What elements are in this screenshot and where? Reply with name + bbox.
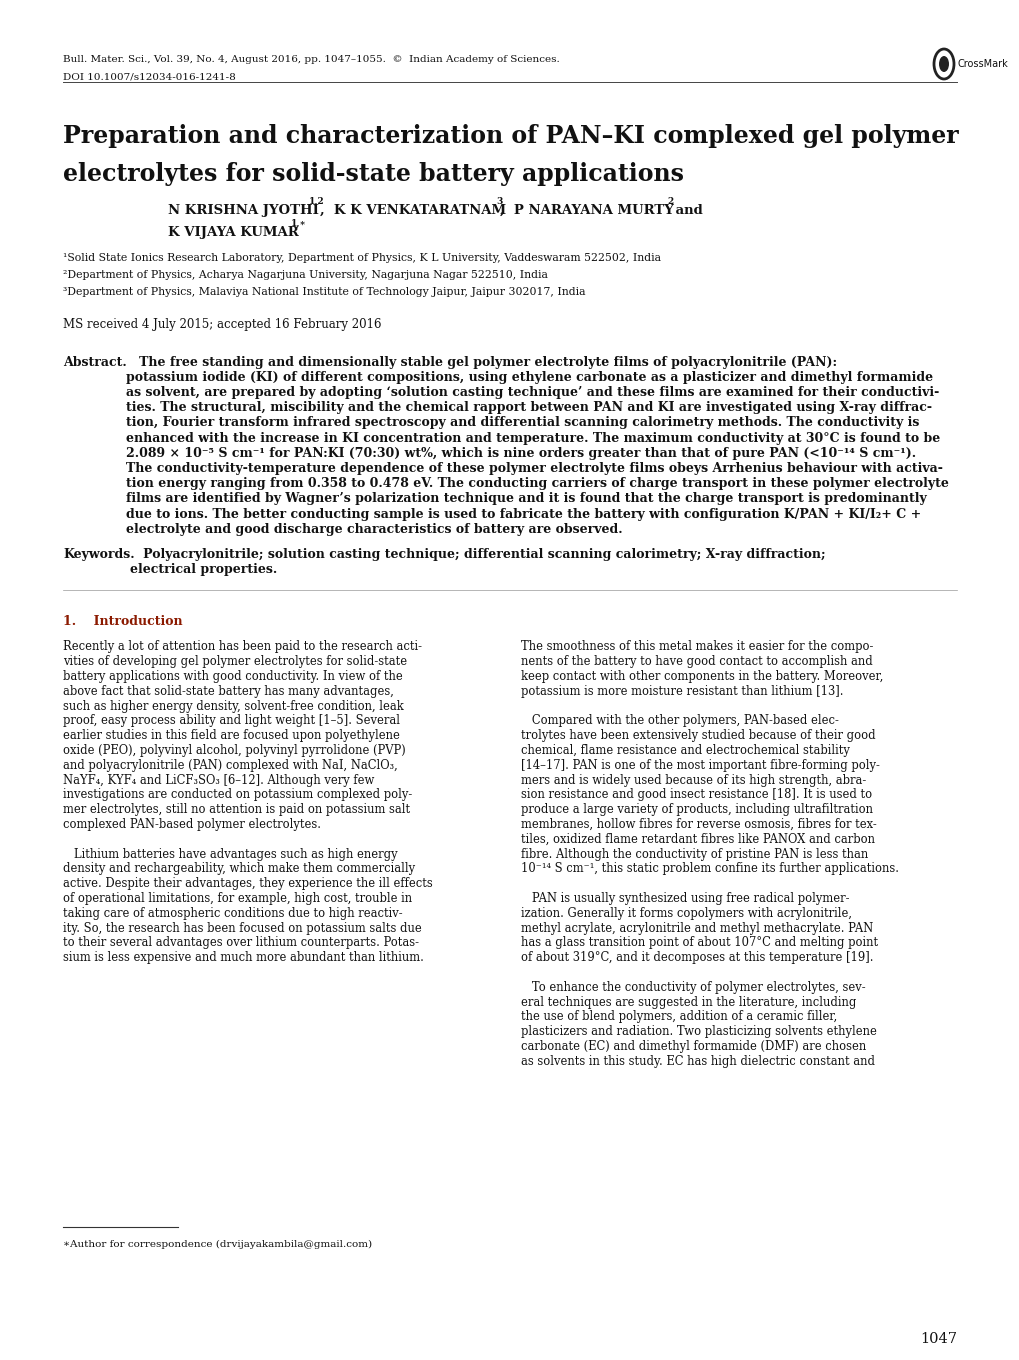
Text: ,  K K VENKATARATNAM: , K K VENKATARATNAM [320,204,505,216]
Text: 3: 3 [495,196,502,205]
Text: and polyacrylonitrile (PAN) complexed with NaI, NaClO₃,: and polyacrylonitrile (PAN) complexed wi… [63,759,397,771]
Text: Abstract.: Abstract. [63,355,126,369]
Text: as solvents in this study. EC has high dielectric constant and: as solvents in this study. EC has high d… [521,1055,874,1068]
Text: 1047: 1047 [919,1331,956,1346]
Text: 1.    Introduction: 1. Introduction [63,615,182,628]
Text: of operational limitations, for example, high cost, trouble in: of operational limitations, for example,… [63,892,412,904]
Text: 10⁻¹⁴ S cm⁻¹, this static problem confine its further applications.: 10⁻¹⁴ S cm⁻¹, this static problem confin… [521,862,898,876]
Text: nents of the battery to have good contact to accomplish and: nents of the battery to have good contac… [521,656,872,668]
Text: 1,2: 1,2 [309,196,324,205]
Text: tion energy ranging from 0.358 to 0.478 eV. The conducting carriers of charge tr: tion energy ranging from 0.358 to 0.478 … [126,477,948,490]
Text: Keywords.: Keywords. [63,548,135,560]
Text: oxide (PEO), polyvinyl alcohol, polyvinyl pyrrolidone (PVP): oxide (PEO), polyvinyl alcohol, polyviny… [63,744,406,758]
Text: ³Department of Physics, Malaviya National Institute of Technology Jaipur, Jaipur: ³Department of Physics, Malaviya Nationa… [63,287,585,296]
Text: eral techniques are suggested in the literature, including: eral techniques are suggested in the lit… [521,996,856,1009]
Text: keep contact with other components in the battery. Moreover,: keep contact with other components in th… [521,670,882,683]
Text: The smoothness of this metal makes it easier for the compo-: The smoothness of this metal makes it ea… [521,641,872,653]
Text: density and rechargeability, which make them commercially: density and rechargeability, which make … [63,862,415,876]
Text: plasticizers and radiation. Two plasticizing solvents ethylene: plasticizers and radiation. Two plastici… [521,1025,876,1038]
Text: The conductivity-temperature dependence of these polymer electrolyte films obeys: The conductivity-temperature dependence … [126,462,942,475]
Text: The free standing and dimensionally stable gel polymer electrolyte films of poly: The free standing and dimensionally stab… [126,355,837,369]
Ellipse shape [933,49,953,79]
Text: 1,∗: 1,∗ [290,219,307,227]
Text: earlier studies in this field are focused upon polyethylene: earlier studies in this field are focuse… [63,729,399,743]
Text: potassium is more moisture resistant than lithium [13].: potassium is more moisture resistant tha… [521,684,843,698]
Text: sium is less expensive and much more abundant than lithium.: sium is less expensive and much more abu… [63,951,424,964]
Text: potassium iodide (KI) of different compositions, using ethylene carbonate as a p: potassium iodide (KI) of different compo… [126,371,932,384]
Text: has a glass transition point of about 107°C and melting point: has a glass transition point of about 10… [521,936,877,949]
Text: methyl acrylate, acrylonitrile and methyl methacrylate. PAN: methyl acrylate, acrylonitrile and methy… [521,922,872,934]
Text: mer electrolytes, still no attention is paid on potassium salt: mer electrolytes, still no attention is … [63,804,410,816]
Text: ,  P NARAYANA MURTY: , P NARAYANA MURTY [499,204,674,216]
Text: Recently a lot of attention has been paid to the research acti-: Recently a lot of attention has been pai… [63,641,422,653]
Text: K VIJAYA KUMAR: K VIJAYA KUMAR [168,226,299,238]
Text: proof, easy process ability and light weight [1–5]. Several: proof, easy process ability and light we… [63,714,399,728]
Text: sion resistance and good insect resistance [18]. It is used to: sion resistance and good insect resistan… [521,789,871,801]
Text: 2.089 × 10⁻⁵ S cm⁻¹ for PAN:KI (70:30) wt%, which is nine orders greater than th: 2.089 × 10⁻⁵ S cm⁻¹ for PAN:KI (70:30) w… [126,446,915,460]
Text: DOI 10.1007/s12034-016-1241-8: DOI 10.1007/s12034-016-1241-8 [63,72,235,82]
Text: produce a large variety of products, including ultrafiltration: produce a large variety of products, inc… [521,804,872,816]
Text: ity. So, the research has been focused on potassium salts due: ity. So, the research has been focused o… [63,922,421,934]
Text: above fact that solid-state battery has many advantages,: above fact that solid-state battery has … [63,684,393,698]
Text: membranes, hollow fibres for reverse osmosis, fibres for tex-: membranes, hollow fibres for reverse osm… [521,817,876,831]
Text: tiles, oxidized flame retardant fibres like PANOX and carbon: tiles, oxidized flame retardant fibres l… [521,832,874,846]
Text: to their several advantages over lithium counterparts. Potas-: to their several advantages over lithium… [63,936,419,949]
Text: chemical, flame resistance and electrochemical stability: chemical, flame resistance and electroch… [521,744,849,758]
Text: such as higher energy density, solvent-free condition, leak: such as higher energy density, solvent-f… [63,699,404,713]
Text: Polyacrylonitrile; solution casting technique; differential scanning calorimetry: Polyacrylonitrile; solution casting tech… [129,548,824,560]
Text: trolytes have been extensively studied because of their good: trolytes have been extensively studied b… [521,729,874,743]
Text: active. Despite their advantages, they experience the ill effects: active. Despite their advantages, they e… [63,877,432,889]
Text: films are identified by Wagner’s polarization technique and it is found that the: films are identified by Wagner’s polariz… [126,492,926,506]
Text: electrolytes for solid-state battery applications: electrolytes for solid-state battery app… [63,162,684,185]
Text: carbonate (EC) and dimethyl formamide (DMF) are chosen: carbonate (EC) and dimethyl formamide (D… [521,1040,865,1053]
Text: 2: 2 [666,196,673,205]
Text: tion, Fourier transform infrared spectroscopy and differential scanning calorime: tion, Fourier transform infrared spectro… [126,416,918,430]
Text: electrical properties.: electrical properties. [129,563,277,577]
Text: ²Department of Physics, Acharya Nagarjuna University, Nagarjuna Nagar 522510, In: ²Department of Physics, Acharya Nagarjun… [63,269,547,280]
Text: PAN is usually synthesized using free radical polymer-: PAN is usually synthesized using free ra… [521,892,849,904]
Text: enhanced with the increase in KI concentration and temperature. The maximum cond: enhanced with the increase in KI concent… [126,431,940,445]
Text: CrossMark: CrossMark [957,58,1008,69]
Text: To enhance the conductivity of polymer electrolytes, sev-: To enhance the conductivity of polymer e… [521,981,865,994]
Text: mers and is widely used because of its high strength, abra-: mers and is widely used because of its h… [521,774,865,786]
Text: and: and [671,204,702,216]
Text: ¹Solid State Ionics Research Laboratory, Department of Physics, K L University, : ¹Solid State Ionics Research Laboratory,… [63,253,660,262]
Text: taking care of atmospheric conditions due to high reactiv-: taking care of atmospheric conditions du… [63,907,403,919]
Text: Lithium batteries have advantages such as high energy: Lithium batteries have advantages such a… [63,847,397,861]
Text: ∗Author for correspondence (drvijayakambila@gmail.com): ∗Author for correspondence (drvijayakamb… [63,1240,372,1248]
Text: Compared with the other polymers, PAN-based elec-: Compared with the other polymers, PAN-ba… [521,714,838,728]
Text: ization. Generally it forms copolymers with acrylonitrile,: ization. Generally it forms copolymers w… [521,907,851,919]
Text: complexed PAN-based polymer electrolytes.: complexed PAN-based polymer electrolytes… [63,817,321,831]
Text: electrolyte and good discharge characteristics of battery are observed.: electrolyte and good discharge character… [126,522,622,536]
Text: ties. The structural, miscibility and the chemical rapport between PAN and KI ar: ties. The structural, miscibility and th… [126,401,931,413]
Text: Preparation and characterization of PAN–KI complexed gel polymer: Preparation and characterization of PAN–… [63,124,958,147]
Text: MS received 4 July 2015; accepted 16 February 2016: MS received 4 July 2015; accepted 16 Feb… [63,317,381,330]
Text: fibre. Although the conductivity of pristine PAN is less than: fibre. Although the conductivity of pris… [521,847,867,861]
Text: due to ions. The better conducting sample is used to fabricate the battery with : due to ions. The better conducting sampl… [126,507,920,521]
Text: [14–17]. PAN is one of the most important fibre-forming poly-: [14–17]. PAN is one of the most importan… [521,759,879,771]
Ellipse shape [938,56,948,72]
Text: the use of blend polymers, addition of a ceramic filler,: the use of blend polymers, addition of a… [521,1010,837,1023]
Text: investigations are conducted on potassium complexed poly-: investigations are conducted on potassiu… [63,789,412,801]
Text: Bull. Mater. Sci., Vol. 39, No. 4, August 2016, pp. 1047–1055.  ©  Indian Academ: Bull. Mater. Sci., Vol. 39, No. 4, Augus… [63,54,559,64]
Text: battery applications with good conductivity. In view of the: battery applications with good conductiv… [63,670,403,683]
Text: of about 319°C, and it decomposes at this temperature [19].: of about 319°C, and it decomposes at thi… [521,951,872,964]
Text: vities of developing gel polymer electrolytes for solid-state: vities of developing gel polymer electro… [63,656,407,668]
Text: as solvent, are prepared by adopting ‘solution casting technique’ and these film: as solvent, are prepared by adopting ‘so… [126,386,938,398]
Text: NaYF₄, KYF₄ and LiCF₃SO₃ [6–12]. Although very few: NaYF₄, KYF₄ and LiCF₃SO₃ [6–12]. Althoug… [63,774,374,786]
Text: N KRISHNA JYOTHI: N KRISHNA JYOTHI [168,204,319,216]
